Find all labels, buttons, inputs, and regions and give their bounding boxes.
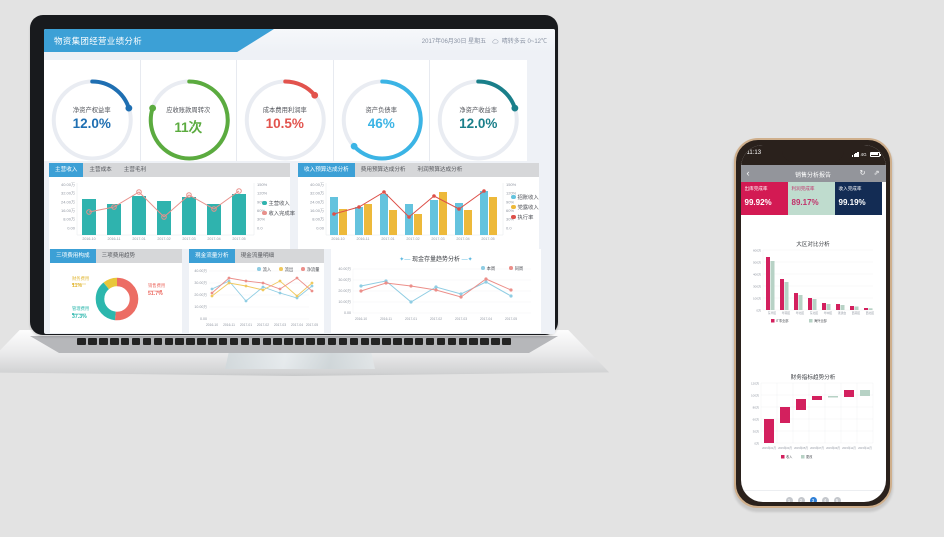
svg-text:24.00万: 24.00万 xyxy=(61,199,75,204)
svg-text:60万: 60万 xyxy=(752,417,758,421)
svg-text:2015年07月: 2015年07月 xyxy=(810,446,824,450)
svg-text:40.00万: 40.00万 xyxy=(61,182,75,187)
svg-text:2015年05月: 2015年05月 xyxy=(794,446,808,450)
svg-text:2016-11: 2016-11 xyxy=(108,237,121,241)
svg-text:2017-01: 2017-01 xyxy=(240,323,252,327)
svg-text:2015年11月: 2015年11月 xyxy=(842,446,856,450)
svg-text:华北区: 华北区 xyxy=(795,311,804,315)
svg-text:0.0: 0.0 xyxy=(257,225,263,230)
svg-text:0.00: 0.00 xyxy=(316,225,325,230)
svg-text:2017-03: 2017-03 xyxy=(431,237,444,241)
svg-text:2015年03月: 2015年03月 xyxy=(778,446,792,450)
svg-text:2017-04: 2017-04 xyxy=(291,323,303,327)
svg-text:2017-04: 2017-04 xyxy=(207,237,220,241)
svg-text:2017-02: 2017-02 xyxy=(157,237,170,241)
svg-text:西北区: 西北区 xyxy=(865,311,874,315)
svg-text:财务费用: 财务费用 xyxy=(72,275,89,282)
svg-text:400万: 400万 xyxy=(752,272,760,276)
svg-text:500万: 500万 xyxy=(752,260,760,264)
svg-text:2017-03: 2017-03 xyxy=(182,237,195,241)
svg-text:IT事业部: IT事业部 xyxy=(776,318,789,323)
svg-text:2016-11: 2016-11 xyxy=(380,317,392,321)
svg-text:东华区: 东华区 xyxy=(767,311,776,315)
svg-text:10.00万: 10.00万 xyxy=(338,300,351,304)
svg-text:150%: 150% xyxy=(257,182,268,187)
svg-text:24.00万: 24.00万 xyxy=(310,199,324,204)
svg-text:2017-03: 2017-03 xyxy=(455,317,467,321)
svg-text:2017-04: 2017-04 xyxy=(456,237,469,241)
svg-text:2017-05: 2017-05 xyxy=(232,237,245,241)
svg-text:2015年11月: 2015年11月 xyxy=(858,446,872,450)
svg-text:100万: 100万 xyxy=(750,393,758,397)
svg-text:0.00: 0.00 xyxy=(200,317,207,321)
svg-text:0万: 0万 xyxy=(756,308,761,312)
svg-text:0.00: 0.00 xyxy=(67,225,76,230)
svg-text:40.00万: 40.00万 xyxy=(338,267,351,271)
svg-text:2015年01月: 2015年01月 xyxy=(762,446,776,450)
svg-text:120%: 120% xyxy=(257,191,268,196)
svg-text:2016-10: 2016-10 xyxy=(331,237,344,241)
svg-text:2017-04: 2017-04 xyxy=(480,317,492,321)
svg-text:2017-01: 2017-01 xyxy=(381,237,394,241)
svg-text:8.00万: 8.00万 xyxy=(63,217,75,222)
svg-text:2017-01: 2017-01 xyxy=(132,237,145,241)
svg-text:2017-03: 2017-03 xyxy=(274,323,286,327)
svg-text:40.00万: 40.00万 xyxy=(310,182,324,187)
svg-text:港澳台: 港澳台 xyxy=(837,311,846,315)
svg-text:51.7%: 51.7% xyxy=(148,291,163,297)
svg-text:2017-05: 2017-05 xyxy=(306,323,318,327)
svg-text:150%: 150% xyxy=(506,182,517,187)
svg-text:11%: 11% xyxy=(72,283,82,289)
svg-text:37.3%: 37.3% xyxy=(72,314,87,320)
svg-text:0万: 0万 xyxy=(754,441,759,445)
svg-text:华南区: 华南区 xyxy=(781,311,790,315)
svg-text:80万: 80万 xyxy=(752,405,758,409)
svg-text:2016-10: 2016-10 xyxy=(355,317,367,321)
svg-text:收入: 收入 xyxy=(786,454,793,459)
svg-text:32.00万: 32.00万 xyxy=(61,191,75,196)
svg-text:销售费用: 销售费用 xyxy=(148,282,165,289)
svg-text:30.00万: 30.00万 xyxy=(338,278,351,282)
svg-text:16.00万: 16.00万 xyxy=(310,208,324,213)
svg-text:东北区: 东北区 xyxy=(809,311,818,315)
svg-text:管理费用: 管理费用 xyxy=(72,305,89,312)
svg-text:30.00万: 30.00万 xyxy=(194,281,207,285)
svg-text:2015年09月: 2015年09月 xyxy=(826,446,840,450)
svg-text:120万: 120万 xyxy=(750,381,758,385)
svg-text:2016-10: 2016-10 xyxy=(206,323,218,327)
svg-text:2016-10: 2016-10 xyxy=(82,237,95,241)
svg-text:2016-11: 2016-11 xyxy=(357,237,370,241)
svg-text:2017-02: 2017-02 xyxy=(406,237,419,241)
svg-text:30万: 30万 xyxy=(752,429,758,433)
svg-text:20.00万: 20.00万 xyxy=(338,289,351,293)
svg-text:2017-02: 2017-02 xyxy=(430,317,442,321)
svg-text:40.00万: 40.00万 xyxy=(194,269,207,273)
svg-text:更改: 更改 xyxy=(806,454,813,459)
svg-text:600万: 600万 xyxy=(752,248,760,252)
svg-text:0.00: 0.00 xyxy=(344,311,351,315)
svg-text:2016-11: 2016-11 xyxy=(223,323,235,327)
svg-text:300万: 300万 xyxy=(752,284,760,288)
svg-text:海外业部: 海外业部 xyxy=(814,318,828,323)
svg-text:2017-05: 2017-05 xyxy=(505,317,517,321)
svg-text:西南区: 西南区 xyxy=(851,311,860,315)
svg-text:20.00万: 20.00万 xyxy=(194,293,207,297)
svg-text:100万: 100万 xyxy=(752,296,760,300)
svg-text:16.00万: 16.00万 xyxy=(61,208,75,213)
svg-text:2017-05: 2017-05 xyxy=(481,237,494,241)
svg-text:8.00万: 8.00万 xyxy=(312,217,324,222)
svg-text:2017-01: 2017-01 xyxy=(405,317,417,321)
svg-text:30%: 30% xyxy=(257,217,265,222)
svg-text:10.00万: 10.00万 xyxy=(194,305,207,309)
svg-text:2017-02: 2017-02 xyxy=(257,323,269,327)
svg-text:32.00万: 32.00万 xyxy=(310,191,324,196)
svg-text:华中区: 华中区 xyxy=(823,311,832,315)
svg-text:0.0: 0.0 xyxy=(506,225,512,230)
